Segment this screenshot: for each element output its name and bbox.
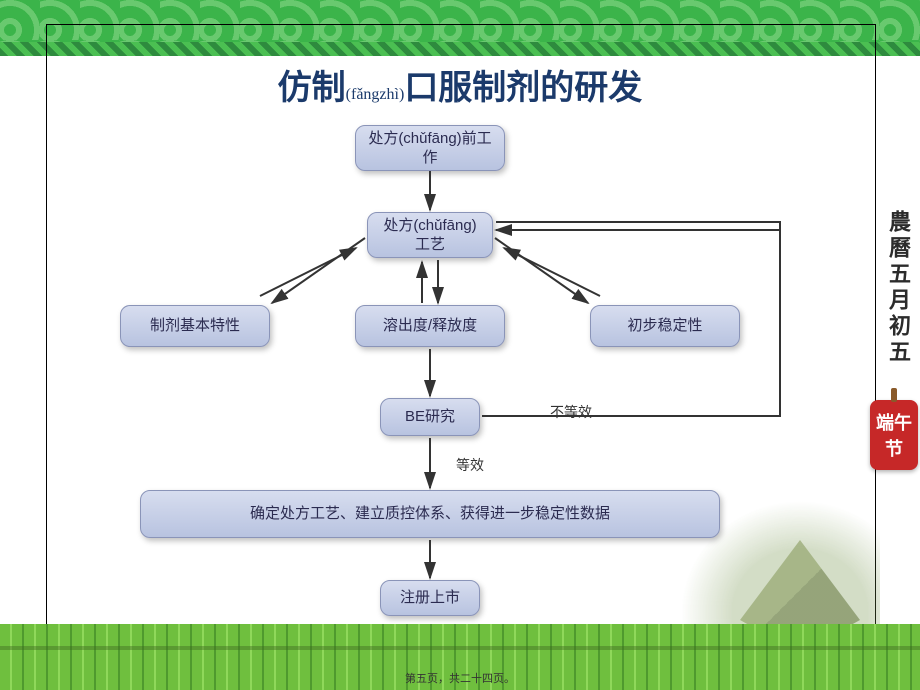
- node-label: 初步稳定性: [627, 316, 702, 336]
- title-pre: 仿制: [278, 70, 346, 107]
- node-formulation-process: 处方(chǔfāng)工艺: [367, 212, 493, 258]
- festival-badge: 端午节: [870, 400, 918, 470]
- node-label: 处方(chǔfāng)工艺: [376, 216, 484, 255]
- node-label: 注册上市: [400, 588, 460, 608]
- node-registration: 注册上市: [380, 580, 480, 616]
- page-title: 仿制(fǎngzhì)口服制剂的研发: [0, 60, 920, 109]
- label-equivalent: 等效: [456, 455, 484, 475]
- title-post: 口服制剂的研发: [404, 70, 642, 107]
- sidebar-lunar-date: 農曆五月初五: [880, 210, 914, 366]
- node-label: 溶出度/释放度: [383, 316, 477, 336]
- node-stability: 初步稳定性: [590, 305, 740, 347]
- node-label: BE研究: [405, 407, 455, 427]
- node-be-study: BE研究: [380, 398, 480, 436]
- node-label: 确定处方工艺、建立质控体系、获得进一步稳定性数据: [250, 504, 610, 524]
- node-dissolution: 溶出度/释放度: [355, 305, 505, 347]
- node-basic-characteristics: 制剂基本特性: [120, 305, 270, 347]
- node-label: 制剂基本特性: [150, 316, 240, 336]
- node-preformulation: 处方(chǔfāng)前工作: [355, 125, 505, 171]
- label-not-equivalent: 不等效: [550, 402, 592, 422]
- node-quality-system: 确定处方工艺、建立质控体系、获得进一步稳定性数据: [140, 490, 720, 538]
- footer-page-number: 第五页，共二十四页。: [0, 670, 920, 686]
- title-pinyin: (fǎngzhì): [346, 86, 405, 103]
- node-label: 处方(chǔfāng)前工作: [364, 129, 496, 168]
